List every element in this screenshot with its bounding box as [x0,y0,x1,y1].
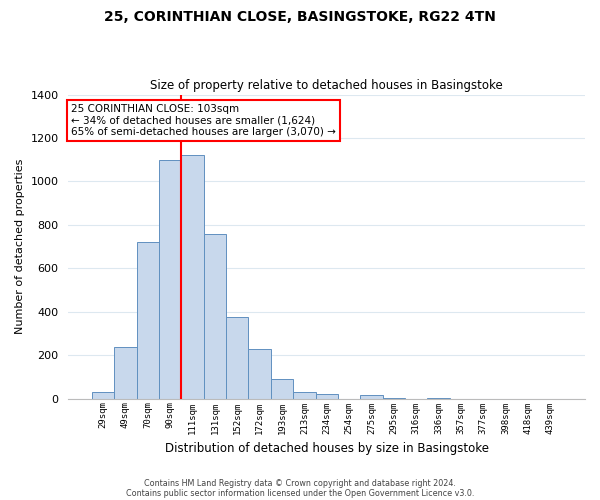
Text: Contains public sector information licensed under the Open Government Licence v3: Contains public sector information licen… [126,488,474,498]
Bar [137,242,159,398]
X-axis label: Distribution of detached houses by size in Basingstoke: Distribution of detached houses by size … [165,442,489,455]
Text: Contains HM Land Registry data © Crown copyright and database right 2024.: Contains HM Land Registry data © Crown c… [144,478,456,488]
Bar [293,392,316,398]
Title: Size of property relative to detached houses in Basingstoke: Size of property relative to detached ho… [151,79,503,92]
Bar [92,392,114,398]
Text: 25 CORINTHIAN CLOSE: 103sqm
← 34% of detached houses are smaller (1,624)
65% of : 25 CORINTHIAN CLOSE: 103sqm ← 34% of det… [71,104,336,137]
Bar [248,348,271,399]
Bar [204,234,226,398]
Bar [159,160,181,398]
Bar [226,317,248,398]
Y-axis label: Number of detached properties: Number of detached properties [15,159,25,334]
Bar [360,396,383,398]
Bar [316,394,338,398]
Text: 25, CORINTHIAN CLOSE, BASINGSTOKE, RG22 4TN: 25, CORINTHIAN CLOSE, BASINGSTOKE, RG22 … [104,10,496,24]
Bar [181,156,204,398]
Bar [114,346,137,399]
Bar [271,379,293,398]
